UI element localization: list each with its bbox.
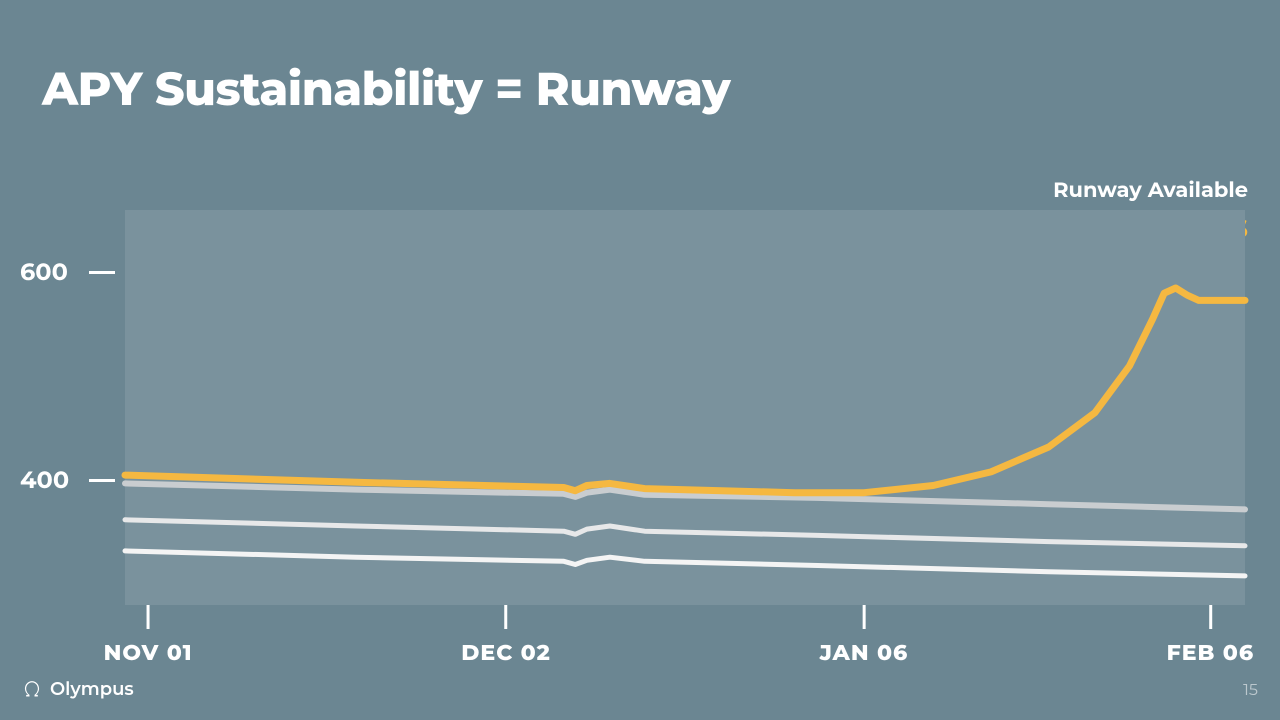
runway-line [125,288,1245,493]
x-tick: DEC 02 [461,605,551,666]
slide-title: APY Sustainability = Runway [42,60,730,117]
x-tick-mark [1209,605,1212,629]
y-tick-label: 400 [20,466,75,495]
y-tick-label: 600 [20,258,75,287]
x-tick: FEB 06 [1167,605,1255,666]
slide: APY Sustainability = Runway Runway Avail… [0,0,1280,720]
x-tick: NOV 01 [104,605,193,666]
y-tick: 400 [20,466,115,495]
x-tick-mark [147,605,150,629]
x-tick-mark [862,605,865,629]
page-number: 15 [1243,681,1258,700]
x-tick-label: FEB 06 [1167,639,1255,666]
callout-label: Runway Available [1053,178,1248,203]
line-middle [125,520,1245,546]
chart-lines [125,210,1245,605]
y-tick: 600 [20,258,115,287]
x-tick-label: NOV 01 [104,639,193,666]
y-tick-mark [89,271,115,274]
y-tick-mark [89,479,115,482]
brand-name: Olympus [50,678,134,700]
chart-area: 600400 [125,210,1245,605]
line-bottom [125,551,1245,576]
x-tick-label: DEC 02 [461,639,551,666]
x-tick-label: JAN 06 [820,639,909,666]
x-tick-mark [505,605,508,629]
omega-icon [22,679,42,699]
brand-logo: Olympus [22,678,134,700]
x-axis: NOV 01DEC 02JAN 06FEB 06 [125,605,1245,675]
x-tick: JAN 06 [820,605,909,666]
